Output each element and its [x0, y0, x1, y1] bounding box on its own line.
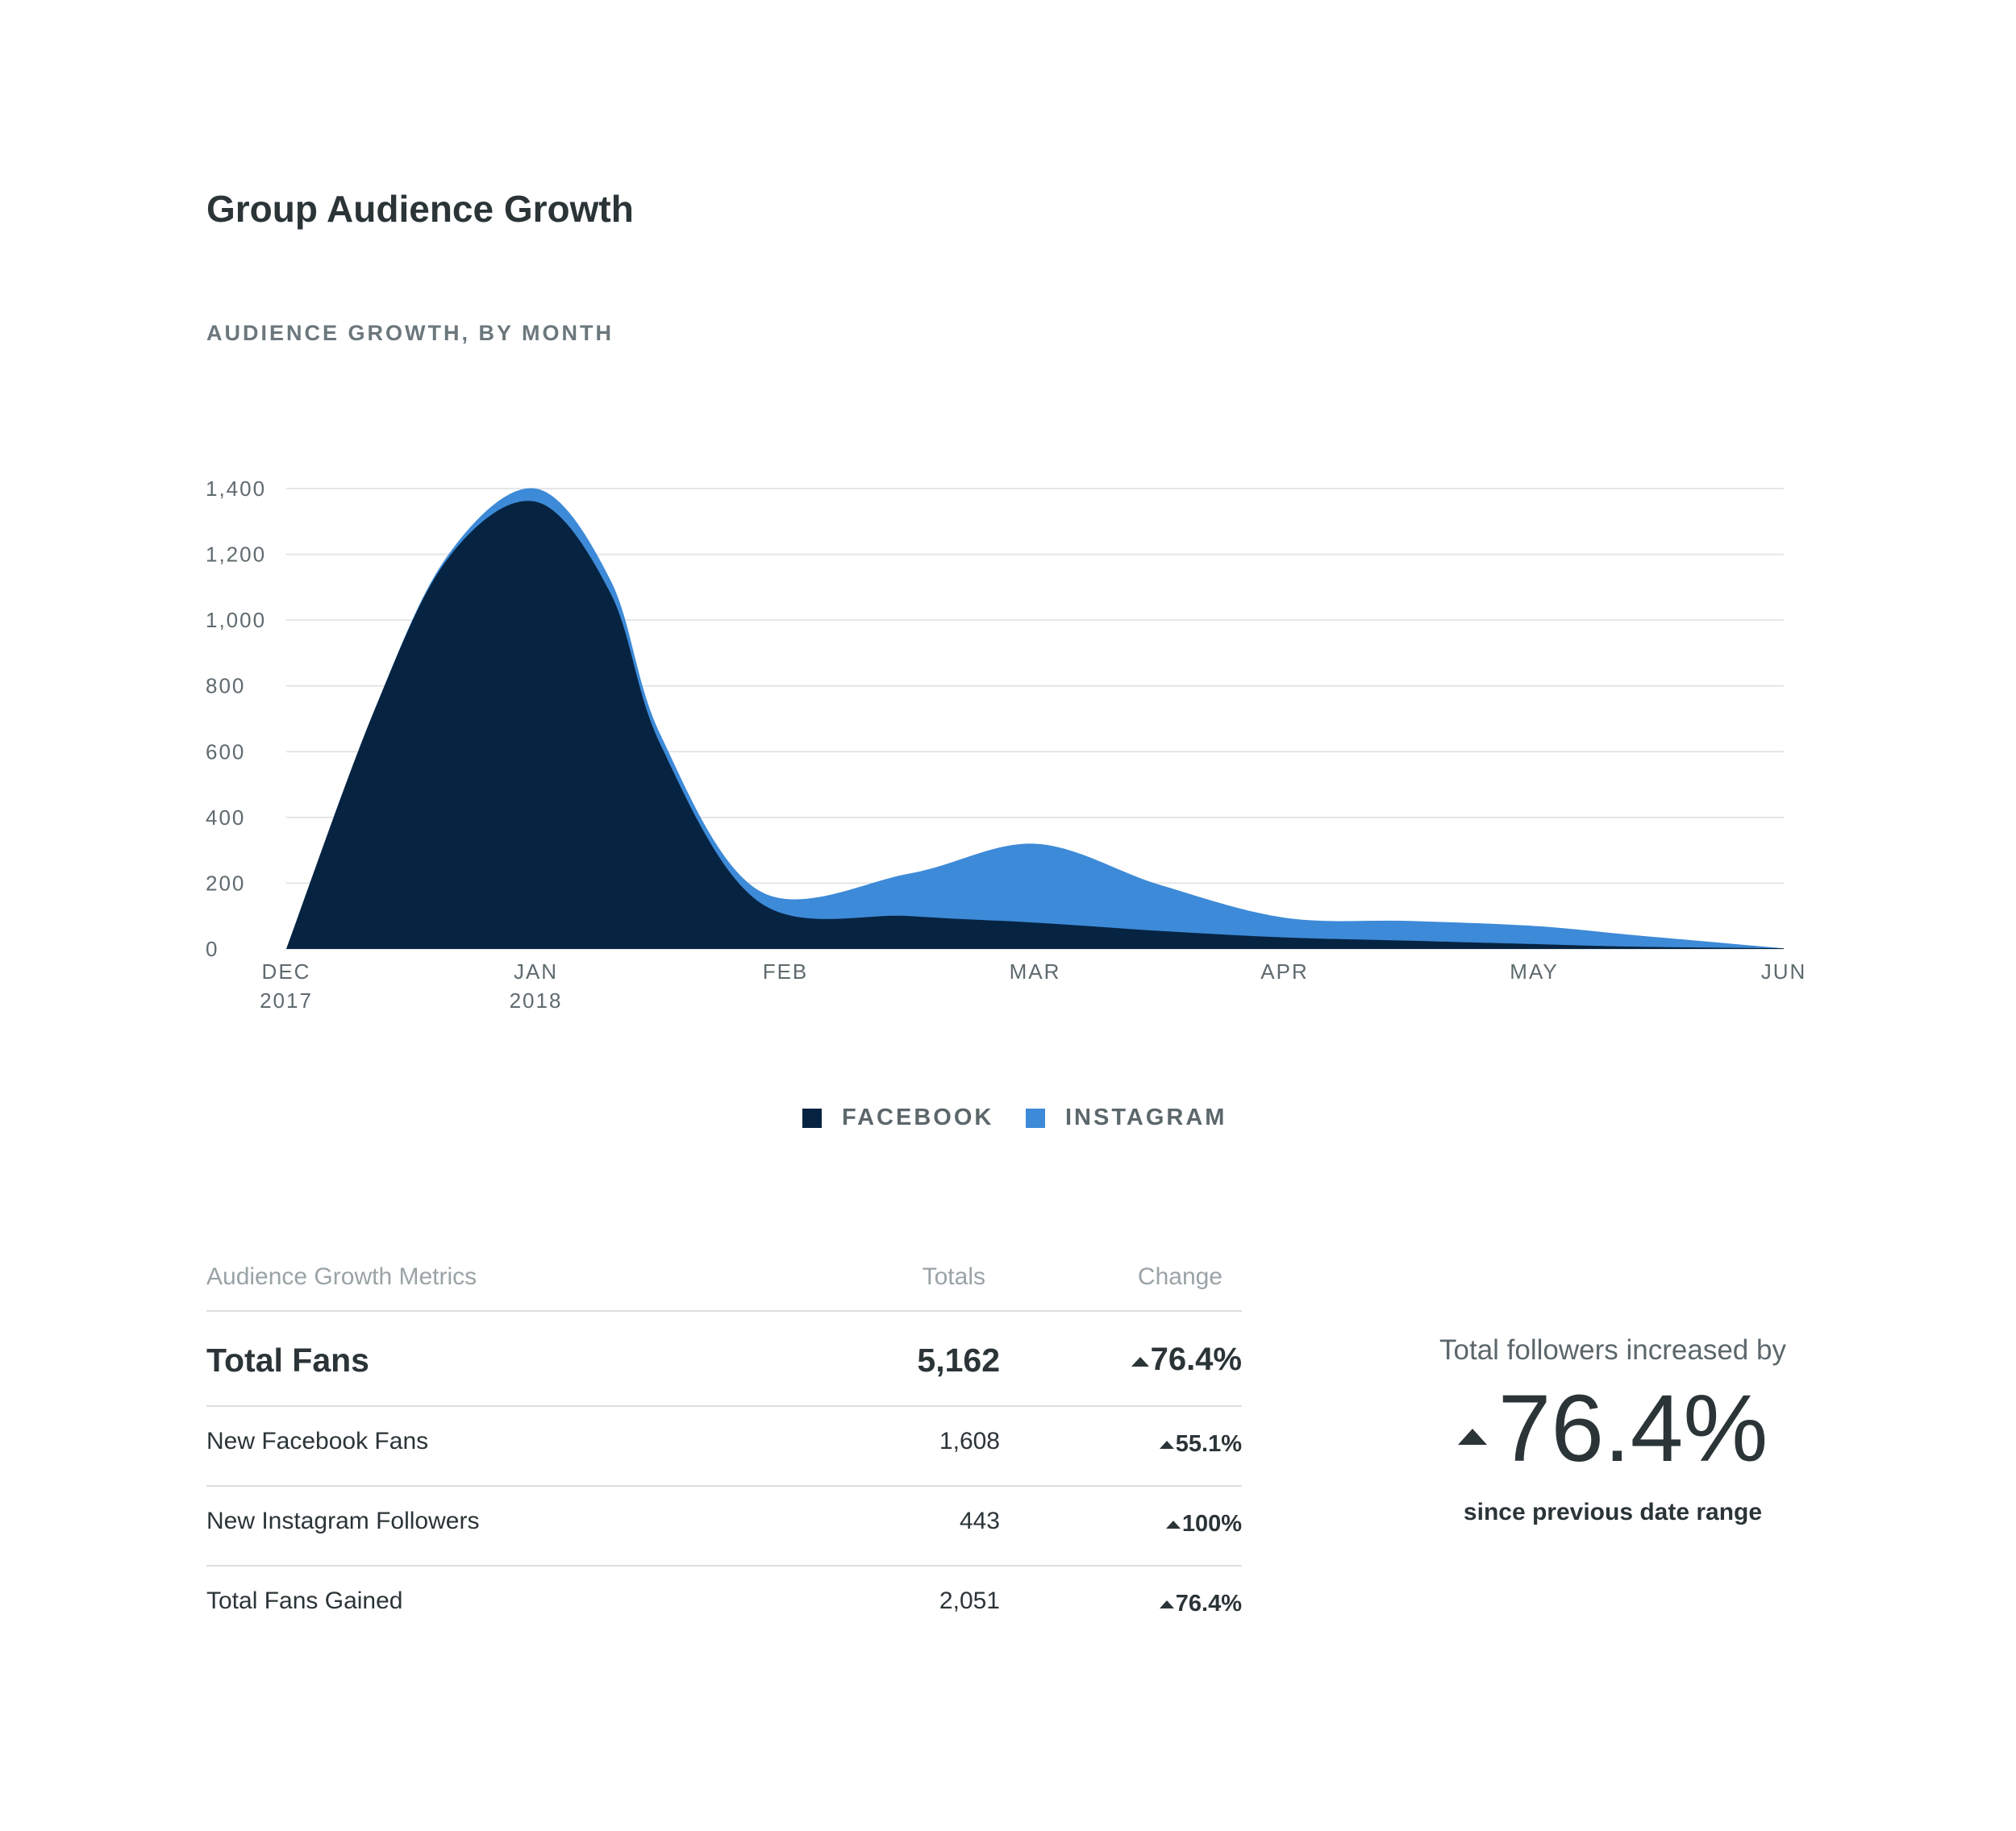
- x-tick-label: APR: [1260, 959, 1308, 984]
- y-tick-label: 0: [206, 937, 219, 961]
- row-change-value: 100%: [1181, 1511, 1242, 1537]
- legend-item-facebook[interactable]: FACEBOOK: [802, 1105, 993, 1131]
- y-tick-label: 400: [206, 805, 245, 830]
- row-label: New Instagram Followers: [206, 1508, 480, 1534]
- legend-label-facebook: FACEBOOK: [842, 1105, 994, 1130]
- summary-value: 76.4%: [1497, 1375, 1768, 1482]
- x-tick-label: JUN: [1761, 959, 1807, 984]
- row-change-value: 76.4%: [1175, 1591, 1242, 1617]
- header-change: Change: [1137, 1263, 1223, 1290]
- legend-swatch-instagram: [1026, 1108, 1045, 1128]
- row-change: 55.1%: [1159, 1431, 1242, 1458]
- x-tick-label: DEC 2017: [260, 959, 313, 1013]
- y-tick-label: 1,400: [206, 476, 266, 501]
- triangle-up-icon: [1131, 1357, 1149, 1367]
- y-tick-label: 800: [206, 674, 245, 698]
- y-tick-label: 1,000: [206, 608, 266, 632]
- y-tick-label: 200: [206, 871, 245, 895]
- triangle-up-icon: [1457, 1429, 1487, 1445]
- summary-tail: since previous date range: [1463, 1499, 1763, 1525]
- y-tick-label: 600: [206, 739, 245, 764]
- row-total: 1,608: [939, 1428, 1000, 1454]
- x-tick-label: MAR: [1010, 959, 1061, 984]
- header-label: Audience Growth Metrics: [206, 1263, 477, 1290]
- summary-panel: Total followers increased by 76.4% since…: [1371, 1334, 1855, 1526]
- table-row: New Instagram Followers 443 100%: [206, 1487, 1242, 1567]
- x-tick-label: FEB: [763, 959, 809, 984]
- y-axis-ticks: 0 200 400 600 800 1,000 1,200 1,400: [206, 476, 266, 961]
- table-row: Total Fans 5,162 76.4%: [206, 1312, 1242, 1407]
- y-tick-label: 1,200: [206, 543, 266, 567]
- metrics-header: Audience Growth Metrics Totals Change: [206, 1246, 1242, 1312]
- summary-lead: Total followers increased by: [1439, 1334, 1786, 1366]
- row-change-value: 55.1%: [1175, 1431, 1242, 1457]
- audience-growth-chart: 0 200 400 600 800 1,000 1,200 1,400 DEC 2017 JAN 2…: [206, 476, 1807, 1013]
- table-row: New Facebook Fans 1,608 55.1%: [206, 1407, 1242, 1487]
- row-total: 443: [959, 1508, 1000, 1534]
- chart-subtitle: AUDIENCE GROWTH, BY MONTH: [206, 321, 614, 345]
- legend-label-instagram: INSTAGRAM: [1065, 1105, 1227, 1130]
- summary-value-wrap: 76.4%: [1371, 1381, 1855, 1476]
- row-label: New Facebook Fans: [206, 1428, 429, 1454]
- legend-swatch-facebook: [802, 1108, 822, 1128]
- x-tick-label: JAN 2018: [510, 959, 563, 1013]
- chart-legend: FACEBOOK INSTAGRAM: [0, 1105, 2016, 1145]
- row-change: 100%: [1165, 1511, 1242, 1538]
- legend-item-instagram[interactable]: INSTAGRAM: [1026, 1105, 1227, 1131]
- triangle-up-icon: [1159, 1441, 1174, 1449]
- row-total: 2,051: [939, 1588, 1000, 1614]
- area-series: [286, 488, 1784, 949]
- row-change: 76.4%: [1159, 1591, 1242, 1617]
- row-label: Total Fans Gained: [206, 1588, 403, 1614]
- area-series-facebook: [286, 501, 1784, 949]
- row-change: 76.4%: [1131, 1342, 1242, 1378]
- row-label: Total Fans: [206, 1342, 369, 1379]
- table-row: Total Fans Gained 2,051 76.4%: [206, 1567, 1242, 1645]
- triangle-up-icon: [1165, 1521, 1181, 1529]
- page-title: Group Audience Growth: [206, 188, 634, 230]
- metrics-table: Audience Growth Metrics Totals Change To…: [206, 1246, 1242, 1645]
- header-totals: Totals: [922, 1263, 985, 1290]
- x-axis-ticks: DEC 2017 JAN 2018 FEB MAR APR MAY JUN: [260, 959, 1807, 1013]
- row-change-value: 76.4%: [1150, 1342, 1242, 1377]
- triangle-up-icon: [1159, 1600, 1174, 1608]
- x-tick-label: MAY: [1510, 959, 1558, 984]
- row-total: 5,162: [917, 1342, 1000, 1379]
